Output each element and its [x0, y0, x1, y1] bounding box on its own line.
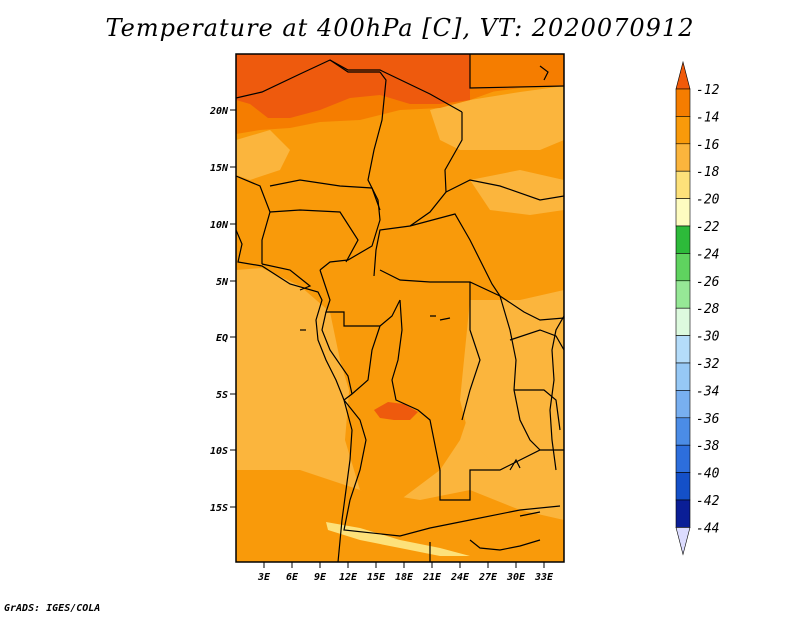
- colorbar-swatch: [675, 280, 691, 309]
- colorbar-label: -22: [696, 220, 720, 235]
- colorbar-label: -12: [696, 83, 720, 98]
- colorbar-label: -28: [696, 302, 720, 317]
- lat-label: 5N: [216, 277, 229, 288]
- colorbar-swatch: [675, 116, 691, 145]
- colorbar-label: -36: [696, 412, 720, 427]
- colorbar-swatch: [675, 390, 691, 419]
- lon-label: 33E: [534, 572, 554, 583]
- colorbar-swatch: [675, 307, 691, 336]
- field-south-band: [236, 470, 564, 562]
- lat-label: 10S: [210, 446, 228, 457]
- colorbar-label: -30: [696, 330, 720, 345]
- lon-label: 9E: [314, 572, 327, 583]
- lat-label: EQ: [216, 333, 228, 344]
- field-light-ne: [430, 86, 564, 150]
- lat-label: 5S: [216, 390, 228, 401]
- field-light-nw: [236, 130, 290, 180]
- field-red-patch: [374, 402, 418, 420]
- lon-label: 27E: [478, 572, 498, 583]
- colorbar-label: -18: [696, 165, 720, 180]
- lon-label: 3E: [257, 572, 271, 583]
- colorbar-swatch: [675, 198, 691, 227]
- map-frame: [235, 53, 565, 563]
- lat-label: 10N: [210, 220, 229, 231]
- colorbar-swatch: [675, 88, 691, 117]
- colorbar-label: -44: [696, 521, 719, 536]
- map-title: Temperature at 400hPa [C], VT: 202007091…: [105, 14, 695, 42]
- lon-label: 15E: [367, 572, 386, 583]
- colorbar-label: -24: [696, 247, 719, 262]
- lat-axis: 20N 15N 10N 5N EQ 5S 10S 15S: [209, 106, 236, 514]
- field-red-top: [236, 54, 470, 118]
- colorbar-bottom-arrow: [675, 527, 691, 556]
- lon-label: 18E: [395, 572, 414, 583]
- colorbar-label: -38: [696, 439, 720, 454]
- coastline-east: [549, 315, 564, 471]
- colorbar-swatch: [675, 170, 691, 199]
- colorbar-label: -40: [696, 467, 720, 482]
- colorbar-swatch: [675, 444, 691, 473]
- credit-text: GrADS: IGES/COLA: [4, 603, 101, 614]
- colorbar-label: -42: [696, 494, 720, 509]
- lat-label: 15N: [210, 163, 229, 174]
- field-orange-interior: [345, 280, 500, 500]
- colorbar-label: -34: [696, 384, 719, 399]
- lat-label: 20N: [209, 106, 229, 117]
- colorbar-swatch: [675, 335, 691, 364]
- lat-label: 15S: [210, 503, 228, 514]
- field-yellow-streak: [326, 522, 470, 556]
- colorbar-swatch: [675, 362, 691, 391]
- colorbar-label: -26: [696, 275, 720, 290]
- lon-label: 12E: [339, 572, 358, 583]
- colorbar-label: -16: [696, 138, 720, 153]
- colorbar-label: -20: [696, 193, 720, 208]
- lon-label: 30E: [506, 572, 526, 583]
- colorbar-swatch: [675, 417, 691, 446]
- colorbar-top-arrow: [675, 60, 691, 90]
- lon-label: 6E: [286, 572, 299, 583]
- field-light-east: [460, 290, 564, 470]
- field-red-top-right: [470, 54, 564, 96]
- lon-label: 21E: [422, 572, 442, 583]
- lon-label: 24E: [450, 572, 470, 583]
- country-borders: [236, 54, 564, 562]
- lon-axis: 3E 6E 9E 12E 15E 18E 21E 24E 27E 30E 33E: [257, 562, 554, 583]
- colorbar-label: -14: [696, 110, 719, 125]
- colorbar: -12 -14 -16 -18 -20 -22 -24 -26 -28 -30 -32 -34 -36 -…: [675, 60, 720, 556]
- coastline: [236, 229, 353, 562]
- colorbar-swatch: [675, 499, 691, 528]
- colorbar-label: -32: [696, 357, 720, 372]
- colorbar-swatch: [675, 472, 691, 501]
- colorbar-swatch: [675, 253, 691, 282]
- temperature-field: [236, 54, 564, 562]
- colorbar-swatch: [675, 143, 691, 172]
- colorbar-swatch: [675, 225, 691, 254]
